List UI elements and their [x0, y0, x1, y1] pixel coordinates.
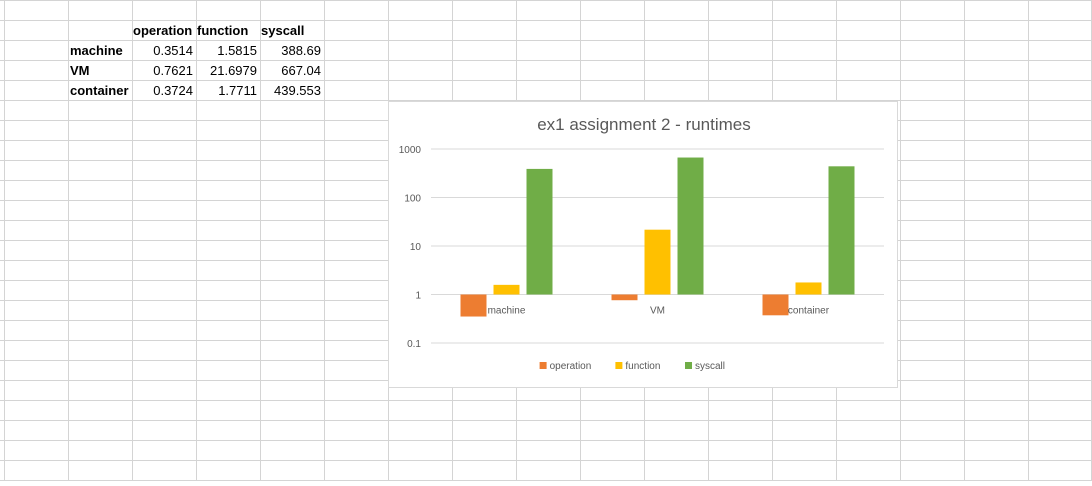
bar-container-operation [762, 294, 789, 316]
row-label-vm[interactable]: VM [70, 63, 90, 78]
bar-container-syscall [828, 166, 855, 295]
bar-machine-syscall [526, 168, 553, 295]
cell-vm-syscall[interactable]: 667.04 [281, 63, 321, 78]
bar-machine-operation [460, 294, 487, 317]
y-tick-label: 0.1 [407, 339, 421, 350]
cell-container-syscall[interactable]: 439.553 [274, 83, 321, 98]
legend-swatch-operation [539, 362, 547, 369]
column-header-syscall[interactable]: syscall [261, 23, 305, 38]
cell-vm-function[interactable]: 21.6979 [210, 63, 257, 78]
legend-swatch-syscall [685, 362, 692, 369]
chart-object[interactable]: ex1 assignment 2 - runtimes 0.1 1 10 100 100… [388, 101, 898, 388]
chart-bars [460, 157, 855, 317]
bar-vm-function [644, 229, 671, 295]
y-axis-ticks: 0.1 1 10 100 1000 [399, 145, 422, 350]
y-tick-label: 100 [404, 194, 421, 205]
legend-swatch-function [615, 362, 623, 369]
column-header-function[interactable]: function [197, 23, 249, 38]
cell-container-function[interactable]: 1.7711 [218, 83, 257, 98]
y-tick-label: 10 [410, 242, 422, 253]
x-category-label: VM [650, 306, 665, 317]
cell-machine-syscall[interactable]: 388.69 [281, 43, 321, 58]
cell-vm-operation[interactable]: 0.7621 [153, 63, 193, 78]
cell-container-operation[interactable]: 0.3724 [153, 83, 193, 98]
legend-label-syscall: syscall [695, 361, 725, 372]
y-tick-label: 1000 [399, 145, 422, 156]
legend-label-operation: operation [550, 361, 592, 372]
column-header-operation[interactable]: operation [133, 23, 193, 38]
row-label-container[interactable]: container [70, 83, 129, 98]
bar-vm-operation [611, 294, 638, 301]
legend-label-function: function [625, 361, 660, 372]
bar-container-function [795, 282, 822, 295]
x-axis-labels: machine VM container [488, 306, 830, 317]
x-category-label: container [788, 306, 830, 317]
y-tick-label: 1 [415, 291, 421, 302]
cell-machine-function[interactable]: 1.5815 [217, 43, 257, 58]
chart-legend: operation function syscall [539, 361, 725, 372]
bar-machine-function [493, 284, 520, 295]
row-label-machine[interactable]: machine [70, 43, 123, 58]
x-category-label: machine [488, 306, 526, 317]
cell-machine-operation[interactable]: 0.3514 [153, 43, 193, 58]
bar-vm-syscall [677, 157, 704, 295]
bar-chart: ex1 assignment 2 - runtimes 0.1 1 10 100 100… [399, 115, 884, 372]
chart-title: ex1 assignment 2 - runtimes [537, 115, 751, 134]
